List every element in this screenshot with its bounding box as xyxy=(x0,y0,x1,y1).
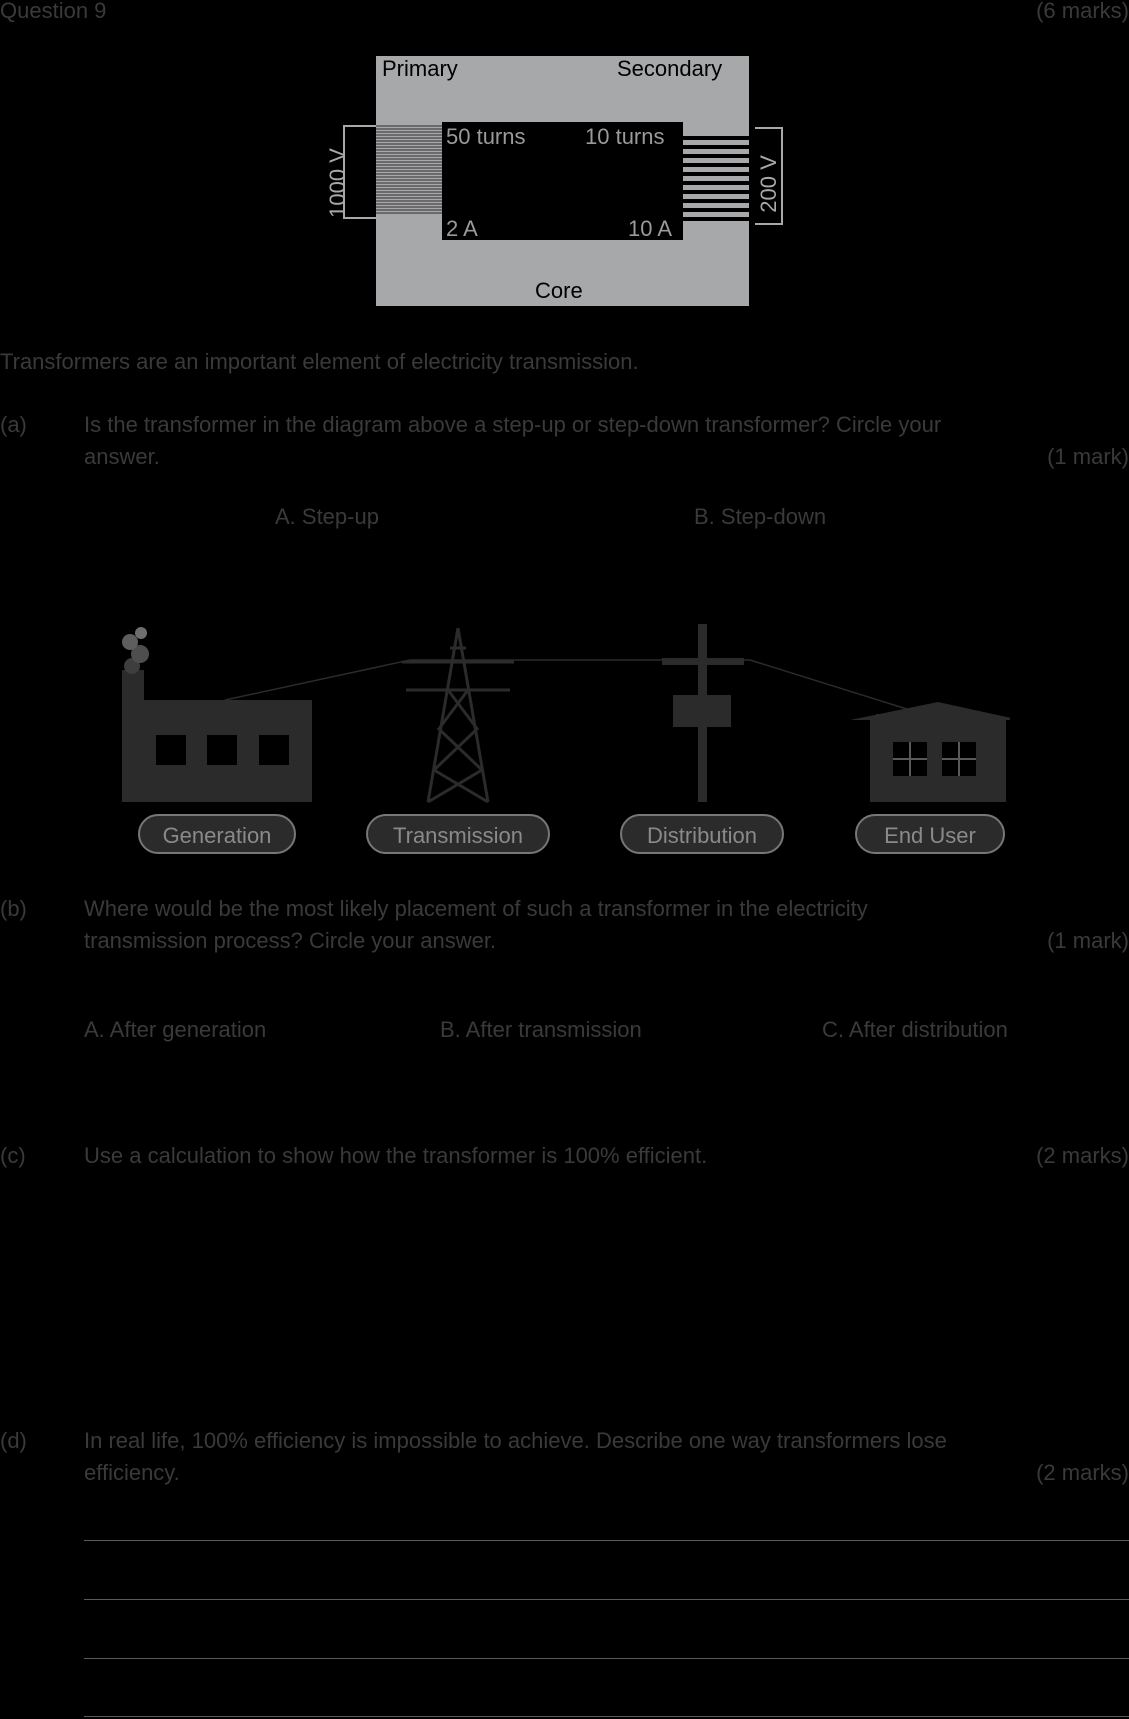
secondary-turns-label: 10 turns xyxy=(585,124,665,149)
primary-turns-label: 50 turns xyxy=(446,124,526,149)
part-c-marks: (2 marks) xyxy=(1036,1143,1129,1168)
primary-current-label: 2 A xyxy=(446,216,478,241)
question-marks: (6 marks) xyxy=(1036,0,1129,23)
part-b-option-a[interactable]: A. After generation xyxy=(84,1017,267,1042)
primary-voltage-label: 1000 V xyxy=(325,148,350,218)
intro-text: Transformers are an important element of… xyxy=(0,349,639,374)
secondary-voltage-label: 200 V xyxy=(756,155,781,213)
part-b-question-line2: transmission process? Circle your answer… xyxy=(84,928,497,953)
part-b-option-c[interactable]: C. After distribution xyxy=(822,1017,1008,1042)
question-title: Question 9 xyxy=(0,0,107,23)
generation-pill xyxy=(138,814,296,854)
part-c-label: (c) xyxy=(0,1143,26,1168)
part-d-label: (d) xyxy=(0,1428,27,1453)
part-b-option-b[interactable]: B. After transmission xyxy=(440,1017,642,1042)
part-a-label: (a) xyxy=(0,412,27,437)
answer-line[interactable] xyxy=(84,1540,1129,1541)
stage-transmission: Transmission xyxy=(393,823,523,848)
answer-line[interactable] xyxy=(84,1599,1129,1600)
secondary-current-label: 10 A xyxy=(628,216,673,241)
answer-line[interactable] xyxy=(84,1716,1129,1717)
part-a-question-line2: answer. xyxy=(84,444,160,469)
power-lines xyxy=(224,659,911,711)
power-pole-icon xyxy=(662,624,744,802)
stage-end-user: End User xyxy=(884,823,976,848)
part-d-question-line1: In real life, 100% efficiency is impossi… xyxy=(84,1428,947,1453)
secondary-coil xyxy=(683,136,755,221)
part-b-marks: (1 mark) xyxy=(1047,928,1129,953)
part-d-marks: (2 marks) xyxy=(1036,1460,1129,1485)
electricity-process-diagram xyxy=(122,624,1010,854)
part-b-label: (b) xyxy=(0,896,27,921)
house-icon xyxy=(850,702,1010,802)
part-a-marks: (1 mark) xyxy=(1047,444,1129,469)
part-d-question-line2: efficiency. xyxy=(84,1460,180,1485)
factory-icon xyxy=(122,627,312,802)
core-window xyxy=(442,122,683,240)
part-c-question: Use a calculation to show how the transf… xyxy=(84,1143,708,1168)
pylon-icon xyxy=(402,627,514,804)
part-b-question-line1: Where would be the most likely placement… xyxy=(84,896,868,921)
transformer-diagram xyxy=(343,56,783,306)
secondary-label: Secondary xyxy=(617,56,723,81)
stage-generation: Generation xyxy=(162,823,272,848)
primary-coil xyxy=(376,125,442,214)
part-a-option-a[interactable]: A. Step-up xyxy=(275,504,379,529)
distribution-pill xyxy=(620,814,784,854)
answer-line[interactable] xyxy=(84,1658,1129,1659)
core-label: Core xyxy=(535,278,583,303)
transmission-pill xyxy=(366,814,550,854)
part-a-question-line1: Is the transformer in the diagram above … xyxy=(84,412,942,437)
part-a-option-b[interactable]: B. Step-down xyxy=(694,504,827,529)
primary-label: Primary xyxy=(382,56,458,81)
primary-voltage-bracket xyxy=(343,125,376,219)
end-user-pill xyxy=(855,814,1005,854)
stage-distribution: Distribution xyxy=(646,823,758,848)
